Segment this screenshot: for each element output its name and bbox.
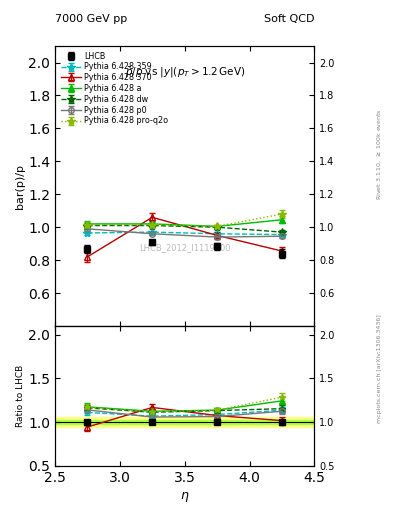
Text: Soft QCD: Soft QCD <box>264 14 314 24</box>
Y-axis label: Ratio to LHCB: Ratio to LHCB <box>17 365 26 427</box>
Text: 7000 GeV pp: 7000 GeV pp <box>55 14 127 24</box>
Text: mcplots.cern.ch [arXiv:1306.3436]: mcplots.cern.ch [arXiv:1306.3436] <box>377 314 382 423</box>
Y-axis label: bar(p)/p: bar(p)/p <box>15 163 25 208</box>
Text: LHCB_2012_I1119400: LHCB_2012_I1119400 <box>139 243 230 252</box>
Text: Rivet 3.1.10, $\geq$ 100k events: Rivet 3.1.10, $\geq$ 100k events <box>375 108 383 200</box>
Legend: LHCB, Pythia 6.428 359, Pythia 6.428 370, Pythia 6.428 a, Pythia 6.428 dw, Pythi: LHCB, Pythia 6.428 359, Pythia 6.428 370… <box>59 50 170 127</box>
Bar <box>55 420 314 424</box>
Text: $\bar{p}/p$ vs $|y|$$(p_T > 1.2\,\mathrm{GeV})$: $\bar{p}/p$ vs $|y|$$(p_T > 1.2\,\mathrm… <box>125 66 245 80</box>
X-axis label: $\eta$: $\eta$ <box>180 490 189 504</box>
Bar <box>55 417 314 428</box>
